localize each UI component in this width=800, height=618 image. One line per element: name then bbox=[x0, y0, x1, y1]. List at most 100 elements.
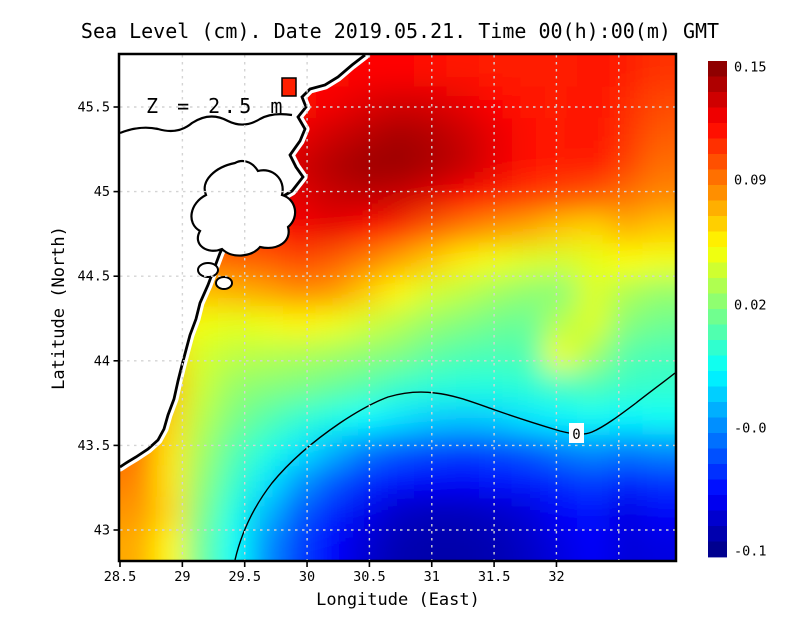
field-cell bbox=[511, 402, 545, 435]
field-cell bbox=[315, 118, 350, 151]
field-cell bbox=[217, 496, 252, 530]
field-cell bbox=[185, 433, 219, 466]
plot-border bbox=[117, 52, 678, 563]
field-cell bbox=[479, 212, 513, 245]
field-cell bbox=[511, 528, 545, 560]
field-cell bbox=[479, 402, 513, 435]
field-cell bbox=[446, 212, 480, 245]
field-cell bbox=[577, 118, 611, 151]
colorbar-step bbox=[708, 92, 727, 108]
field-cell bbox=[120, 212, 121, 245]
field-cell bbox=[218, 592, 251, 618]
field-cell bbox=[283, 370, 317, 403]
field-cell bbox=[381, 402, 415, 435]
colorbar-step bbox=[708, 340, 727, 356]
gridlines bbox=[120, 55, 675, 560]
field-cell bbox=[185, 370, 219, 403]
field-cell bbox=[609, 86, 643, 119]
field-cell bbox=[120, 307, 121, 340]
field-cell bbox=[642, 528, 675, 560]
field-cell bbox=[348, 465, 382, 498]
colorbar-step bbox=[708, 526, 727, 542]
field-cell bbox=[120, 592, 153, 618]
field-cell bbox=[185, 465, 219, 498]
field-cell bbox=[120, 55, 121, 88]
field-cell bbox=[512, 560, 545, 592]
field-cell bbox=[675, 181, 708, 213]
field-cell bbox=[577, 592, 610, 618]
colorbar-step bbox=[708, 154, 727, 170]
field-cell bbox=[217, 339, 252, 372]
y-tick-label: 44.5 bbox=[77, 269, 110, 285]
field-cell bbox=[381, 86, 415, 119]
field-cell bbox=[381, 181, 415, 214]
field-cell bbox=[55, 560, 88, 592]
field-cell bbox=[217, 307, 252, 340]
field-cell bbox=[609, 496, 643, 530]
field-cell bbox=[55, 55, 88, 87]
field-cell bbox=[609, 212, 643, 245]
field-cell bbox=[348, 118, 382, 151]
field-cell bbox=[446, 244, 480, 277]
y-axis-ticks: 45.5 45 44.5 44 43.5 43 bbox=[77, 100, 120, 539]
colorbar-step bbox=[708, 402, 727, 418]
field-cell bbox=[512, 592, 545, 618]
field-cell bbox=[446, 402, 480, 435]
field-cell bbox=[381, 496, 415, 530]
field-cell bbox=[413, 496, 447, 530]
field-cell bbox=[152, 496, 186, 530]
field-cell bbox=[708, 560, 741, 592]
field-cell bbox=[577, 370, 611, 403]
field-cell bbox=[283, 339, 317, 372]
field-cell bbox=[283, 465, 317, 498]
colorbar-step bbox=[708, 433, 727, 449]
field-cell bbox=[446, 149, 480, 182]
field-cell bbox=[120, 149, 121, 182]
field-cell bbox=[413, 86, 447, 119]
x-tick-label: 32 bbox=[548, 569, 564, 585]
field-cell bbox=[447, 560, 480, 592]
field-cell bbox=[315, 244, 350, 277]
field-cell bbox=[446, 86, 480, 119]
field-cell bbox=[348, 181, 382, 214]
field-cell bbox=[348, 149, 382, 182]
field-cell bbox=[642, 55, 675, 88]
field-cell bbox=[185, 528, 219, 560]
colorbar-step bbox=[708, 479, 727, 496]
field-cell bbox=[315, 149, 350, 182]
colorbar-step bbox=[708, 324, 727, 341]
colorbar-step bbox=[708, 61, 727, 77]
field-cell bbox=[479, 244, 513, 277]
field-cell bbox=[479, 465, 513, 498]
colorbar-step bbox=[708, 510, 727, 527]
field-cell bbox=[413, 528, 447, 560]
field-cell bbox=[544, 118, 578, 151]
colorbar bbox=[708, 61, 727, 558]
field-cell bbox=[348, 496, 382, 530]
field-cell bbox=[577, 181, 611, 214]
colorbar-step bbox=[708, 262, 727, 279]
field-cell bbox=[577, 55, 611, 88]
lagoon-data-patch bbox=[281, 77, 297, 97]
field-cell bbox=[479, 339, 513, 372]
field-cell bbox=[185, 592, 218, 618]
field-cell bbox=[315, 402, 350, 435]
field-cell bbox=[381, 149, 415, 182]
field-cell bbox=[675, 276, 708, 308]
field-cell bbox=[544, 244, 578, 277]
field-cell bbox=[479, 592, 512, 618]
field-cell bbox=[120, 118, 121, 151]
field-cell bbox=[544, 339, 578, 372]
field-cell bbox=[544, 496, 578, 530]
field-cell bbox=[315, 370, 350, 403]
field-cell bbox=[55, 465, 88, 497]
field-cell bbox=[55, 592, 88, 618]
field-cell bbox=[316, 560, 349, 592]
field-cell bbox=[642, 244, 675, 277]
x-tick-label: 31 bbox=[424, 569, 440, 585]
field-cell bbox=[217, 433, 252, 466]
field-cell bbox=[381, 244, 415, 277]
field-cell bbox=[642, 149, 675, 182]
y-axis-label: Latitude (North) bbox=[49, 226, 69, 390]
field-cell bbox=[642, 370, 675, 403]
